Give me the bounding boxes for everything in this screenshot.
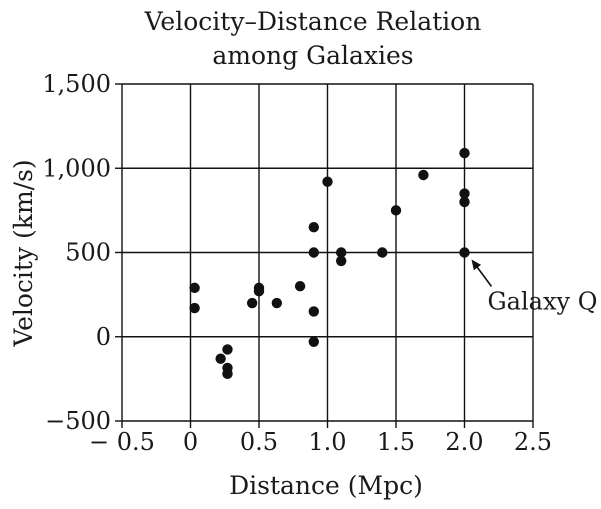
- grid-lines: [121, 83, 534, 422]
- data-point-8: [253, 286, 265, 297]
- data-point-0: [189, 282, 200, 294]
- data-point-18: [377, 247, 388, 258]
- x-tick-label-1: 0: [183, 428, 198, 456]
- y-tick-label-1: 0: [96, 323, 111, 351]
- galaxy-q-annotation: Galaxy Q: [471, 259, 598, 316]
- data-point-6: [246, 297, 258, 309]
- data-point-22: [459, 188, 470, 199]
- data-point-19: [390, 205, 402, 216]
- y-axis-ticks: −500 0 500 1,000 1,500: [42, 70, 122, 435]
- y-tick-label-4: 1,500: [42, 70, 111, 98]
- data-point-11: [308, 222, 319, 233]
- data-point-10: [294, 281, 306, 292]
- data-point-20: [418, 169, 429, 181]
- data-point-9: [271, 297, 283, 309]
- galaxy-q-label: Galaxy Q: [488, 288, 598, 316]
- y-tick-label-3: 1,000: [42, 154, 111, 182]
- data-point-15: [322, 176, 333, 187]
- y-axis-title: Velocity (km/s): [9, 159, 38, 347]
- data-points: [189, 147, 470, 380]
- data-point-21: [459, 147, 470, 159]
- galaxy-q-arrow-head: [471, 259, 482, 271]
- x-tick-label-0: − 0.5: [89, 428, 155, 456]
- data-point-17: [336, 255, 347, 267]
- chart-title-line-2: among Galaxies: [212, 41, 413, 70]
- data-point-23: [459, 196, 470, 208]
- data-point-2: [215, 353, 226, 364]
- data-point-14: [308, 336, 319, 348]
- data-point-24: [459, 247, 470, 258]
- x-tick-label-6: 2.5: [514, 428, 552, 456]
- data-point-1: [189, 302, 200, 314]
- y-tick-label-0: −500: [45, 407, 111, 435]
- data-point-12: [308, 247, 319, 258]
- x-tick-label-4: 1.5: [377, 428, 415, 456]
- x-axis-title: Distance (Mpc): [229, 471, 423, 500]
- data-point-5: [222, 368, 233, 380]
- x-tick-label-2: 0.5: [240, 428, 278, 456]
- chart-title-line-1: Velocity–Distance Relation: [144, 7, 482, 36]
- data-point-16: [336, 247, 347, 258]
- data-point-13: [308, 306, 319, 317]
- x-tick-label-3: 1.0: [308, 428, 346, 456]
- x-tick-label-5: 2.0: [445, 428, 483, 456]
- data-point-3: [222, 344, 233, 355]
- y-tick-label-2: 500: [65, 239, 111, 267]
- x-axis-ticks: − 0.5 0 0.5 1.0 1.5 2.0 2.5: [89, 421, 552, 456]
